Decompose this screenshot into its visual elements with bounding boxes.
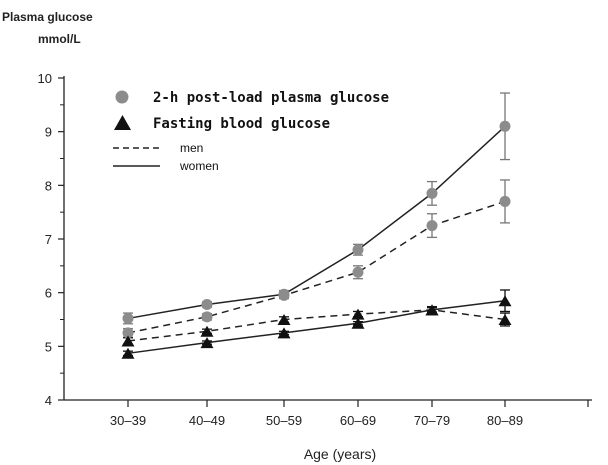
- x-tick-label: 30–39: [110, 413, 146, 428]
- data-point-circle: [122, 312, 134, 324]
- data-point-triangle: [200, 325, 214, 337]
- y-tick-label: 5: [45, 339, 52, 354]
- x-tick-label: 70–79: [414, 413, 450, 428]
- data-point-circle: [499, 195, 511, 207]
- data-point-triangle: [351, 308, 365, 320]
- data-point-circle: [426, 220, 438, 232]
- error-bars: [123, 92, 510, 357]
- x-ticks: 30–39 40–49 50–59 60–69 70–79 80–89: [110, 400, 589, 428]
- data-point-circle: [278, 289, 290, 301]
- data-point-circle: [499, 120, 511, 132]
- series-lines: [127, 125, 506, 355]
- legend: 2-h post-load plasma glucose Fasting blo…: [113, 90, 389, 173]
- data-point-circle: [426, 187, 438, 199]
- data-point-circle: [122, 327, 134, 339]
- y-ticks: 4 5 6 7 8 9 10: [38, 71, 64, 408]
- y-tick-label: 10: [38, 71, 52, 86]
- legend-label-post-load: 2-h post-load plasma glucose: [153, 90, 389, 106]
- y-tick-label: 9: [45, 125, 52, 140]
- legend-label-fasting: Fasting blood glucose: [153, 116, 330, 132]
- x-axis-title: Age (years): [304, 446, 376, 462]
- x-tick-label: 40–49: [189, 413, 225, 428]
- y-tick-label: 8: [45, 178, 52, 193]
- y-tick-label: 4: [45, 393, 52, 408]
- series-line: [127, 200, 506, 334]
- series-line: [127, 125, 506, 320]
- y-axis-label-line1: Plasma glucose: [2, 10, 93, 24]
- series-markers: [121, 120, 512, 359]
- data-point-triangle: [121, 335, 135, 347]
- data-point-triangle: [498, 295, 512, 307]
- y-tick-label: 7: [45, 232, 52, 247]
- data-point-triangle: [277, 327, 291, 339]
- data-point-triangle: [351, 317, 365, 329]
- y-axis-label-line2: mmol/L: [38, 32, 81, 46]
- data-point-triangle: [121, 347, 135, 359]
- legend-triangle-marker: [114, 115, 131, 130]
- legend-label-men: men: [180, 141, 203, 155]
- data-point-circle: [201, 311, 213, 323]
- series-line: [127, 309, 506, 342]
- data-point-triangle: [277, 314, 291, 325]
- data-point-triangle: [425, 304, 439, 316]
- x-tick-label: 50–59: [266, 413, 302, 428]
- series-line: [127, 299, 506, 355]
- x-tick-label: 80–89: [487, 413, 523, 428]
- legend-circle-marker: [115, 90, 129, 104]
- legend-label-women: women: [179, 159, 219, 173]
- data-point-triangle: [498, 314, 512, 325]
- x-tick-label: 60–69: [340, 413, 376, 428]
- y-tick-label: 6: [45, 286, 52, 301]
- data-point-circle: [201, 298, 213, 310]
- data-point-circle: [352, 244, 364, 256]
- data-point-triangle: [200, 337, 214, 349]
- data-point-circle: [352, 266, 364, 278]
